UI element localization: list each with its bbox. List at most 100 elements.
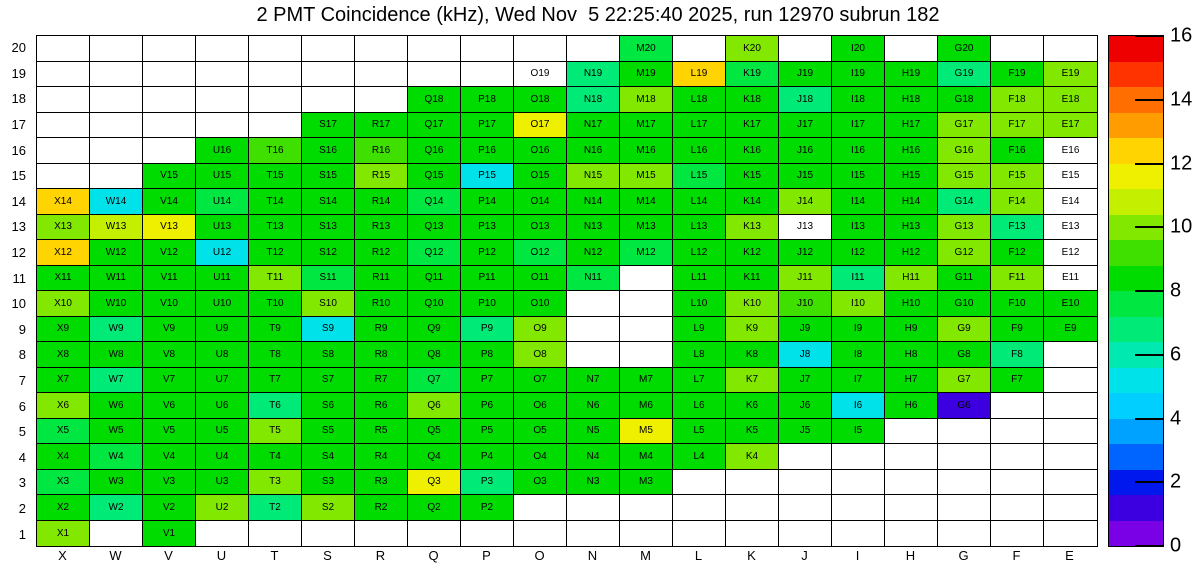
y-axis-label-5: 5 bbox=[18, 424, 26, 440]
cell-V12: V12 bbox=[143, 240, 196, 266]
cell-S5: S5 bbox=[302, 418, 355, 444]
cell-Q8: Q8 bbox=[408, 342, 461, 368]
cell-S10: S10 bbox=[302, 291, 355, 317]
colorbar-tick-label-4: 4 bbox=[1170, 407, 1182, 429]
cell-blank bbox=[779, 444, 832, 470]
cell-R6: R6 bbox=[355, 393, 408, 419]
cell-V13: V13 bbox=[143, 214, 196, 240]
cell-K16: K16 bbox=[726, 138, 779, 164]
cell-W11: W11 bbox=[90, 265, 143, 291]
cell-blank bbox=[832, 520, 885, 546]
cell-U8: U8 bbox=[196, 342, 249, 368]
cell-O11: O11 bbox=[514, 265, 567, 291]
cell-R10: R10 bbox=[355, 291, 408, 317]
colorbar-band bbox=[1109, 444, 1163, 470]
cell-N5: N5 bbox=[567, 418, 620, 444]
cell-Q9: Q9 bbox=[408, 316, 461, 342]
cell-blank bbox=[1044, 36, 1097, 62]
cell-L9: L9 bbox=[673, 316, 726, 342]
cell-J12: J12 bbox=[779, 240, 832, 266]
cell-blank bbox=[302, 520, 355, 546]
cell-L4: L4 bbox=[673, 444, 726, 470]
cell-M3: M3 bbox=[620, 469, 673, 495]
cell-Q17: Q17 bbox=[408, 112, 461, 138]
cell-G15: G15 bbox=[938, 163, 991, 189]
colorbar-ticks bbox=[1108, 35, 1164, 547]
cell-blank bbox=[90, 61, 143, 87]
cell-T12: T12 bbox=[249, 240, 302, 266]
cell-blank bbox=[620, 316, 673, 342]
cell-H10: H10 bbox=[885, 291, 938, 317]
cell-E14: E14 bbox=[1044, 189, 1097, 215]
cell-T9: T9 bbox=[249, 316, 302, 342]
cell-I7: I7 bbox=[832, 367, 885, 393]
cell-Q12: Q12 bbox=[408, 240, 461, 266]
cell-blank bbox=[620, 265, 673, 291]
cell-W5: W5 bbox=[90, 418, 143, 444]
colorbar-band bbox=[1109, 367, 1163, 393]
cell-H8: H8 bbox=[885, 342, 938, 368]
cell-L19: L19 bbox=[673, 61, 726, 87]
y-axis-label-3: 3 bbox=[18, 475, 26, 491]
cell-blank bbox=[779, 469, 832, 495]
cell-W7: W7 bbox=[90, 367, 143, 393]
cell-I13: I13 bbox=[832, 214, 885, 240]
y-axis-label-14: 14 bbox=[11, 193, 26, 209]
cell-E9: E9 bbox=[1044, 316, 1097, 342]
cell-Q4: Q4 bbox=[408, 444, 461, 470]
cell-I6: I6 bbox=[832, 393, 885, 419]
colorbar-band bbox=[1109, 240, 1163, 266]
cell-V9: V9 bbox=[143, 316, 196, 342]
cell-J8: J8 bbox=[779, 342, 832, 368]
cell-W13: W13 bbox=[90, 214, 143, 240]
x-axis-label-V: V bbox=[164, 548, 173, 563]
cell-J14: J14 bbox=[779, 189, 832, 215]
cell-P4: P4 bbox=[461, 444, 514, 470]
cell-blank bbox=[567, 291, 620, 317]
colorbar-band bbox=[1109, 61, 1163, 87]
cell-blank bbox=[1044, 469, 1097, 495]
cell-blank bbox=[355, 520, 408, 546]
cell-K19: K19 bbox=[726, 61, 779, 87]
colorbar-band bbox=[1109, 265, 1163, 291]
cell-blank bbox=[885, 495, 938, 521]
cell-E19: E19 bbox=[1044, 61, 1097, 87]
x-axis-label-R: R bbox=[375, 548, 386, 563]
cell-U7: U7 bbox=[196, 367, 249, 393]
cell-U4: U4 bbox=[196, 444, 249, 470]
cell-M7: M7 bbox=[620, 367, 673, 393]
cell-blank bbox=[673, 36, 726, 62]
cell-blank bbox=[991, 495, 1044, 521]
cell-blank bbox=[938, 418, 991, 444]
cell-blank bbox=[726, 469, 779, 495]
cell-blank bbox=[1044, 342, 1097, 368]
cell-O9: O9 bbox=[514, 316, 567, 342]
cell-T2: T2 bbox=[249, 495, 302, 521]
cell-blank bbox=[991, 418, 1044, 444]
cell-K5: K5 bbox=[726, 418, 779, 444]
cell-V10: V10 bbox=[143, 291, 196, 317]
cell-R7: R7 bbox=[355, 367, 408, 393]
cell-O4: O4 bbox=[514, 444, 567, 470]
y-axis-label-6: 6 bbox=[18, 398, 26, 414]
cell-Q11: Q11 bbox=[408, 265, 461, 291]
cell-P12: P12 bbox=[461, 240, 514, 266]
cell-blank bbox=[779, 36, 832, 62]
cell-K20: K20 bbox=[726, 36, 779, 62]
x-axis-label-S: S bbox=[323, 548, 332, 563]
cell-N15: N15 bbox=[567, 163, 620, 189]
cell-blank bbox=[567, 36, 620, 62]
cell-S13: S13 bbox=[302, 214, 355, 240]
cell-O16: O16 bbox=[514, 138, 567, 164]
cell-T6: T6 bbox=[249, 393, 302, 419]
cell-O7: O7 bbox=[514, 367, 567, 393]
colorbar-tick bbox=[1135, 290, 1163, 292]
cell-blank bbox=[673, 469, 726, 495]
cell-F11: F11 bbox=[991, 265, 1044, 291]
cell-W8: W8 bbox=[90, 342, 143, 368]
cell-blank bbox=[567, 520, 620, 546]
cell-K4: K4 bbox=[726, 444, 779, 470]
colorbar-tick-label-0: 0 bbox=[1170, 534, 1182, 557]
cell-H9: H9 bbox=[885, 316, 938, 342]
